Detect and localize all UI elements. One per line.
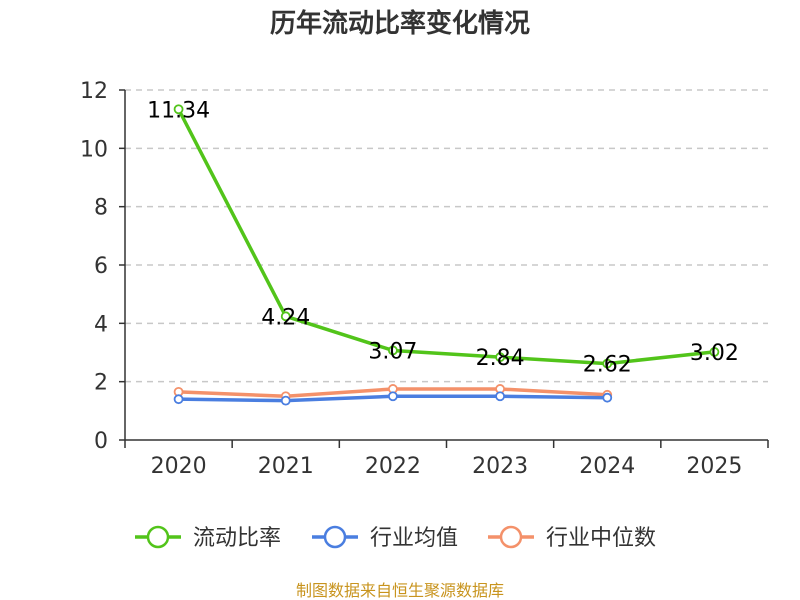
series-layer xyxy=(173,104,720,406)
x-tick-label: 2022 xyxy=(365,454,421,479)
x-tick-label: 2021 xyxy=(258,454,314,479)
x-tick-label: 2023 xyxy=(472,454,528,479)
legend-label: 行业均值 xyxy=(370,526,458,551)
y-tick-label: 8 xyxy=(94,196,108,221)
legend-swatch-marker xyxy=(499,525,523,549)
legend-item[interactable]: 行业中位数 xyxy=(488,525,656,551)
data-point xyxy=(602,358,613,369)
data-label: 3.02 xyxy=(690,341,739,366)
series-line-current-ratio xyxy=(176,107,717,366)
y-tick-label: 2 xyxy=(94,371,108,396)
data-point xyxy=(388,391,398,402)
data-point xyxy=(495,352,505,363)
x-tick-label: 2025 xyxy=(686,454,742,479)
data-label: 4.24 xyxy=(261,305,310,330)
gridlines xyxy=(125,89,768,383)
legend-label: 行业中位数 xyxy=(546,526,656,551)
legend-item[interactable]: 流动比率 xyxy=(135,525,281,551)
y-tick-label: 12 xyxy=(80,79,108,104)
data-label: 2.62 xyxy=(583,353,632,378)
data-point xyxy=(173,104,184,115)
legend-swatch-marker xyxy=(146,525,170,549)
legend-label: 流动比率 xyxy=(193,526,281,551)
source-note: 制图数据来自恒生聚源数据库 xyxy=(296,581,504,600)
data-point xyxy=(173,394,184,405)
data-label: 2.84 xyxy=(476,346,525,371)
data-label: 11.34 xyxy=(147,98,210,123)
axes: 0 2 4 6 8 10 12 2020 2021 2022 2023 2024 2025 xyxy=(80,79,769,479)
data-point xyxy=(388,345,398,356)
x-tick-label: 2024 xyxy=(579,454,635,479)
data-point xyxy=(280,311,291,322)
data-point xyxy=(602,392,613,403)
y-tick-label: 10 xyxy=(80,137,108,162)
legend-swatch-marker xyxy=(323,525,347,549)
data-point xyxy=(495,391,505,402)
y-tick-label: 6 xyxy=(94,254,108,279)
x-tick-label: 2020 xyxy=(151,454,207,479)
data-labels: 11.34 4.24 3.07 2.84 2.62 3.02 xyxy=(147,98,739,377)
data-label: 3.07 xyxy=(368,339,417,364)
legend[interactable]: 流动比率 行业均值 行业中位数 xyxy=(135,525,656,551)
data-point xyxy=(709,347,720,357)
data-point xyxy=(280,395,291,406)
y-tick-label: 0 xyxy=(94,429,108,454)
y-tick-label: 4 xyxy=(94,312,108,337)
chart-title: 历年流动比率变化情况 xyxy=(270,8,530,39)
legend-item[interactable]: 行业均值 xyxy=(312,525,458,551)
